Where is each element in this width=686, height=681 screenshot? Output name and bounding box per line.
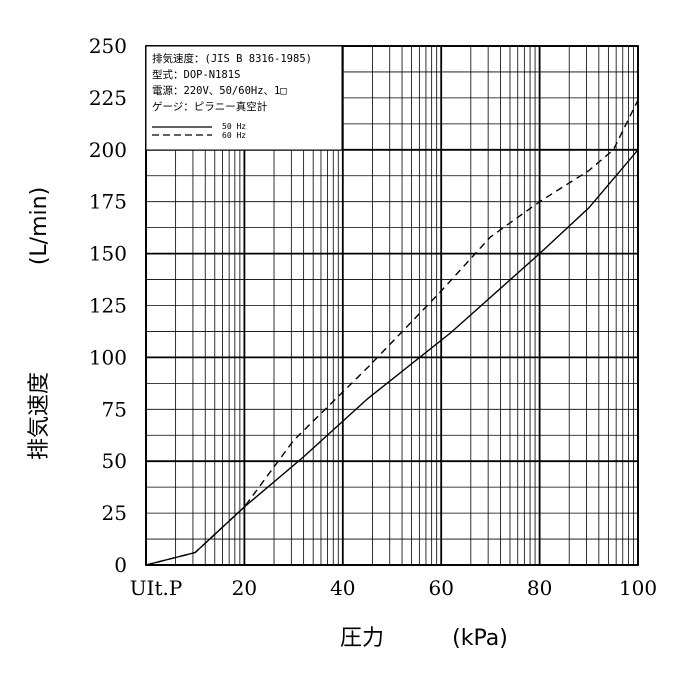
x-tick-label: 60 (428, 576, 453, 600)
x-axis-label: 圧力 (340, 626, 384, 651)
x-tick-label: UIt.P (130, 576, 183, 600)
x-tick-label: 40 (330, 576, 355, 600)
y-tick-label: 75 (102, 397, 127, 421)
y-tick-label: 225 (89, 86, 127, 110)
info-line-model: 型式：DOP-N181S (152, 68, 240, 81)
y-tick-label: 125 (89, 294, 127, 318)
y-tick-label: 25 (102, 501, 127, 525)
x-tick-labels: UIt.P 20 40 60 80 100 (130, 576, 657, 600)
y-tick-label: 175 (89, 190, 127, 214)
y-tick-labels: 0 25 50 75 100 125 150 175 200 225 250 (89, 34, 127, 577)
series-line-60hz (145, 99, 639, 566)
y-tick-label: 50 (102, 449, 127, 473)
y-axis-label: 排気速度 (27, 372, 52, 460)
plot-frame (145, 45, 639, 566)
y-axis-unit: (L/min) (27, 187, 52, 265)
x-tick-label: 100 (619, 576, 657, 600)
info-line-exhaust-standard: 排気速度：(JIS B 8316-1985) (152, 52, 312, 65)
chart-series (145, 99, 639, 566)
y-tick-label: 150 (89, 242, 127, 266)
chart-grid (145, 45, 639, 566)
legend-label-60hz: 60 Hz (222, 131, 246, 140)
info-line-gauge: ゲージ：ピラニー真空計 (152, 100, 268, 113)
x-axis-unit: (kPa) (452, 626, 508, 651)
x-tick-label: 20 (232, 576, 257, 600)
y-tick-label: 100 (89, 345, 127, 369)
y-tick-label: 0 (114, 553, 127, 577)
x-tick-label: 80 (527, 576, 552, 600)
y-tick-label: 250 (89, 34, 127, 58)
info-line-power: 電源：220V、50/60Hz、1□ (152, 84, 287, 97)
legend-label-50hz: 50 Hz (222, 122, 246, 131)
y-tick-label: 200 (89, 138, 127, 162)
legend-frame (145, 45, 343, 151)
legend-box: 排気速度：(JIS B 8316-1985) 型式：DOP-N181S 電源：2… (145, 45, 343, 151)
